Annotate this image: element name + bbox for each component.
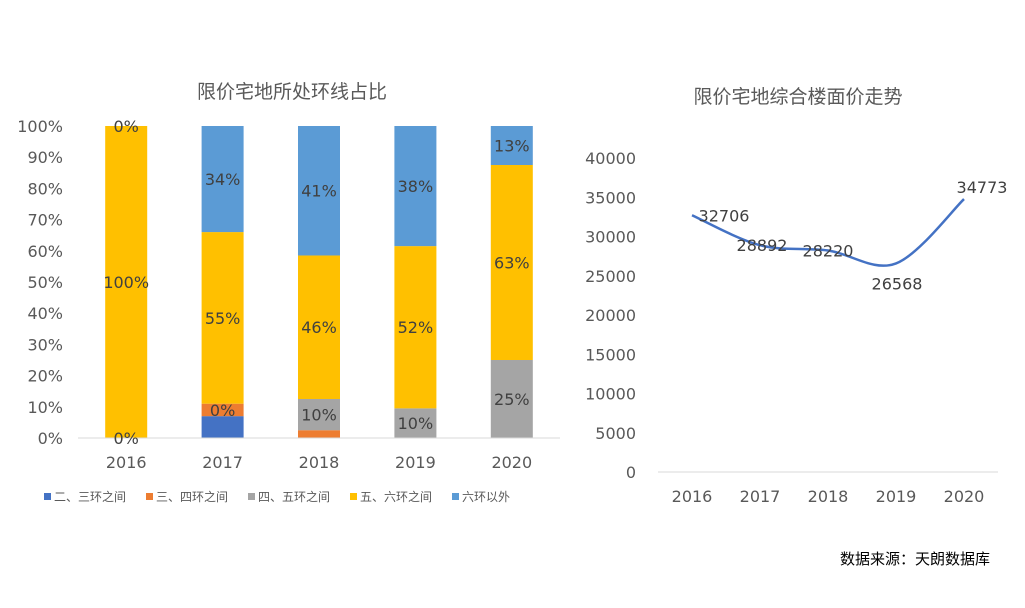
line-data-label: 28892 bbox=[737, 236, 788, 255]
line-x-tick-label: 2018 bbox=[808, 487, 849, 506]
bar-data-label: 38% bbox=[398, 177, 434, 196]
line-y-tick-label: 0 bbox=[626, 463, 636, 482]
bar-segment bbox=[105, 126, 148, 438]
bar-chart-title: 限价宅地所处环线占比 bbox=[197, 81, 387, 103]
bar-segment bbox=[298, 430, 340, 438]
bar-segment bbox=[201, 416, 244, 438]
line-y-tick-label: 20000 bbox=[585, 306, 636, 325]
bar-y-tick-label: 70% bbox=[27, 211, 63, 230]
data-source-note: 数据来源：天朗数据库 bbox=[839, 550, 990, 568]
bar-segment bbox=[394, 408, 437, 438]
bar-segment bbox=[490, 165, 533, 360]
bar-data-label: 10% bbox=[301, 406, 337, 425]
line-x-tick-label: 2019 bbox=[876, 487, 917, 506]
bar-data-label: 52% bbox=[398, 318, 434, 337]
line-y-tick-label: 5000 bbox=[595, 424, 636, 443]
legend-swatch bbox=[350, 493, 357, 500]
legend-swatch bbox=[452, 493, 459, 500]
price-series-line bbox=[691, 198, 965, 267]
bar-segment bbox=[298, 399, 340, 431]
bar-segment bbox=[490, 360, 533, 438]
bar-segment bbox=[394, 126, 437, 247]
bar-y-tick-label: 40% bbox=[27, 304, 63, 323]
line-y-tick-label: 25000 bbox=[585, 267, 636, 286]
bar-x-tick-label: 2018 bbox=[299, 453, 340, 472]
line-y-tick-label: 15000 bbox=[585, 345, 636, 364]
legend-swatch bbox=[248, 493, 255, 500]
line-data-label: 32706 bbox=[699, 206, 750, 225]
legend-label: 二、三环之间 bbox=[54, 490, 126, 504]
bar-data-label: 41% bbox=[301, 182, 337, 201]
bar-y-tick-label: 30% bbox=[27, 335, 63, 354]
bar-data-label: 34% bbox=[205, 170, 241, 189]
bar-data-label: 63% bbox=[494, 254, 530, 273]
legend-label: 六环以外 bbox=[462, 490, 510, 504]
bar-data-label: 25% bbox=[494, 390, 530, 409]
legend-swatch bbox=[44, 493, 51, 500]
bar-data-label: 10% bbox=[398, 414, 434, 433]
bar-x-axis: 2016 2017 2018 2019 2020 bbox=[106, 453, 532, 472]
line-data-labels: 32706 28892 28220 26568 34773 bbox=[699, 178, 1008, 293]
line-y-tick-label: 30000 bbox=[585, 228, 636, 247]
bar-data-labels: 0% 100% 0% 0% 55% 34% 10% 46% 41% 10% 52% 38% 25% 63%… bbox=[103, 117, 529, 448]
bar-data-label: 0% bbox=[114, 429, 139, 448]
line-x-axis: 2016 2017 2018 2019 2020 bbox=[672, 487, 985, 506]
bar-y-tick-label: 100% bbox=[17, 117, 63, 136]
bar-segment bbox=[201, 403, 244, 417]
ring-share-bar-chart: 限价宅地所处环线占比 0% 10% 20% 30% 40% 50% 60% 70% 80% 90%… bbox=[17, 81, 560, 504]
bar-data-label: 0% bbox=[114, 117, 139, 136]
bar-segment bbox=[201, 126, 244, 233]
bar-data-label: 13% bbox=[494, 137, 530, 156]
legend-swatch bbox=[146, 493, 153, 500]
bar-data-label: 55% bbox=[205, 309, 241, 328]
line-x-tick-label: 2020 bbox=[944, 487, 985, 506]
bar-data-label: 46% bbox=[301, 318, 337, 337]
bar-x-tick-label: 2020 bbox=[491, 453, 532, 472]
bar-y-axis: 0% 10% 20% 30% 40% 50% 60% 70% 80% 90% 100% bbox=[17, 117, 63, 448]
bar-y-tick-label: 20% bbox=[27, 367, 63, 386]
bar-y-tick-label: 80% bbox=[27, 179, 63, 198]
bar-segment bbox=[394, 246, 437, 409]
bar-x-tick-label: 2017 bbox=[202, 453, 243, 472]
bar-data-label: 100% bbox=[103, 273, 149, 292]
line-chart-title: 限价宅地综合楼面价走势 bbox=[693, 86, 902, 108]
bar-legend: 二、三环之间 三、四环之间 四、五环之间 五、六环之间 六环以外 bbox=[44, 490, 510, 504]
line-y-axis: 0 5000 10000 15000 20000 25000 30000 35000 40000 bbox=[585, 149, 636, 482]
bar-y-tick-label: 60% bbox=[27, 242, 63, 261]
line-y-tick-label: 35000 bbox=[585, 188, 636, 207]
price-trend-line-chart: 限价宅地综合楼面价走势 0 5000 10000 15000 20000 25000 300… bbox=[585, 86, 1007, 506]
bar-segment bbox=[298, 255, 340, 399]
bar-plot-area bbox=[105, 126, 533, 438]
bar-y-tick-label: 0% bbox=[38, 429, 63, 448]
line-data-label: 28220 bbox=[803, 241, 854, 260]
legend-label: 五、六环之间 bbox=[360, 490, 432, 504]
line-y-tick-label: 40000 bbox=[585, 149, 636, 168]
bar-segment bbox=[201, 232, 244, 404]
bar-data-label: 0% bbox=[210, 401, 235, 420]
bar-segment bbox=[490, 126, 533, 165]
bar-y-tick-label: 90% bbox=[27, 148, 63, 167]
legend-label: 四、五环之间 bbox=[258, 490, 330, 504]
line-x-tick-label: 2017 bbox=[740, 487, 781, 506]
line-data-label: 26568 bbox=[872, 274, 923, 293]
line-data-label: 34773 bbox=[957, 178, 1008, 197]
bar-y-tick-label: 10% bbox=[27, 398, 63, 417]
bar-segment bbox=[298, 126, 340, 256]
bar-x-tick-label: 2016 bbox=[106, 453, 147, 472]
line-y-tick-label: 10000 bbox=[585, 385, 636, 404]
legend-label: 三、四环之间 bbox=[156, 490, 228, 504]
bar-y-tick-label: 50% bbox=[27, 273, 63, 292]
bar-x-tick-label: 2019 bbox=[395, 453, 436, 472]
line-x-tick-label: 2016 bbox=[672, 487, 713, 506]
